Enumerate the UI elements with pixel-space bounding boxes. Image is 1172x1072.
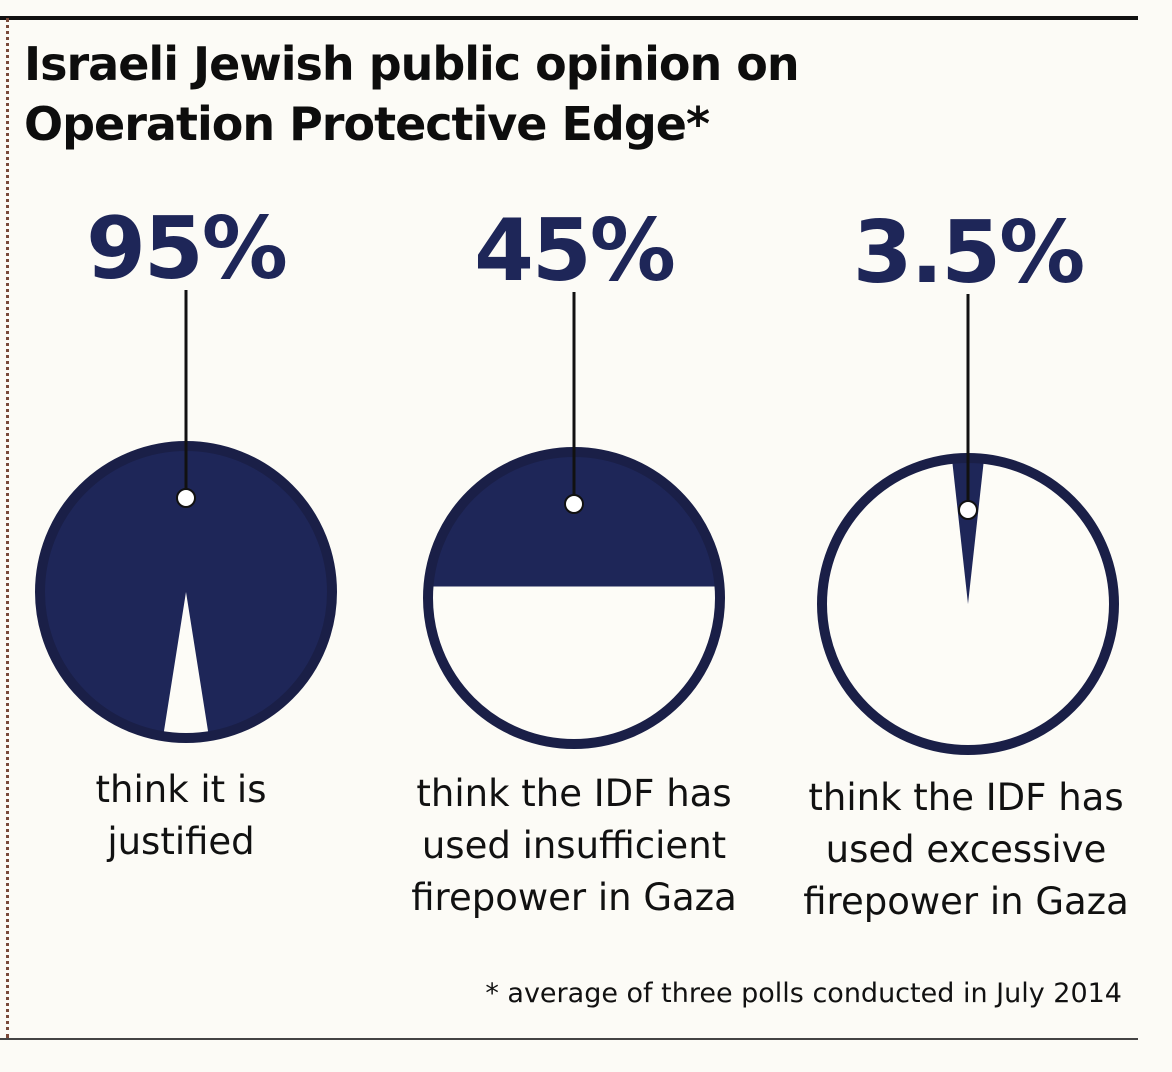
top-rule (0, 16, 1138, 20)
value-label-justified: 95% (86, 199, 286, 299)
label-insufficient: think the IDF has used insufficient fire… (394, 768, 754, 924)
label-excessive: think the IDF has used excessive firepow… (786, 772, 1146, 928)
bottom-rule (0, 1038, 1138, 1040)
chart-title: Israeli Jewish public opinion on Operati… (24, 34, 800, 154)
pie-excessive-firepower-filled-portion (951, 457, 985, 604)
pie-insufficient-firepower-pin (564, 494, 584, 514)
label-justified-line-1: think it is (95, 768, 267, 811)
value-label-insufficient-firepower: 45% (474, 201, 674, 301)
pie-justified-pin (176, 488, 196, 508)
footnote: * average of three polls conducted in Ju… (485, 978, 1122, 1009)
label-insufficient-line-3: firepower in Gaza (411, 876, 737, 919)
label-excessive-line-3: firepower in Gaza (803, 880, 1129, 923)
pie-justified-filled-portion (40, 445, 333, 737)
label-insufficient-line-1: think the IDF has (416, 772, 732, 815)
pie-insufficient-firepower-filled-portion (428, 451, 720, 587)
pie-excessive-firepower-pin (958, 500, 978, 520)
label-excessive-line-2: used excessive (825, 828, 1107, 871)
label-justified: think it is justified (1, 764, 361, 868)
title-line-2: Operation Protective Edge* (24, 97, 710, 151)
title-line-1: Israeli Jewish public opinion on (24, 37, 800, 91)
left-dotted-border (6, 18, 9, 1038)
value-label-excessive-firepower: 3.5% (853, 203, 1084, 303)
label-justified-line-2: justified (107, 820, 255, 863)
label-insufficient-line-2: used insufficient (421, 824, 727, 867)
label-excessive-line-1: think the IDF has (808, 776, 1124, 819)
